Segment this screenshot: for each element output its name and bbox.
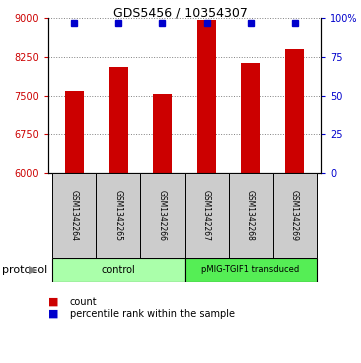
Text: percentile rank within the sample: percentile rank within the sample [70,309,235,319]
Bar [273,173,317,258]
Bar [52,173,96,258]
Bar [229,173,273,258]
Bar [285,49,304,173]
Text: GDS5456 / 10354307: GDS5456 / 10354307 [113,6,248,19]
Text: ▶: ▶ [29,265,38,275]
Bar [52,258,184,282]
Bar [241,63,260,173]
Text: GSM1342269: GSM1342269 [290,190,299,241]
Text: GSM1342264: GSM1342264 [70,190,79,241]
Text: ■: ■ [48,309,58,319]
Bar [153,94,173,173]
Text: GSM1342268: GSM1342268 [246,190,255,241]
Bar [197,20,217,173]
Bar [140,173,184,258]
Text: pMIG-TGIF1 transduced: pMIG-TGIF1 transduced [201,265,300,274]
Text: count: count [70,297,97,307]
Bar [184,258,317,282]
Text: ■: ■ [48,297,58,307]
Text: GSM1342266: GSM1342266 [158,190,167,241]
Text: GSM1342265: GSM1342265 [114,190,123,241]
Text: GSM1342267: GSM1342267 [202,190,211,241]
Text: protocol: protocol [2,265,47,275]
Bar [65,91,84,173]
Bar [184,173,229,258]
Bar [109,67,129,173]
Text: control: control [101,265,135,275]
Bar [96,173,140,258]
